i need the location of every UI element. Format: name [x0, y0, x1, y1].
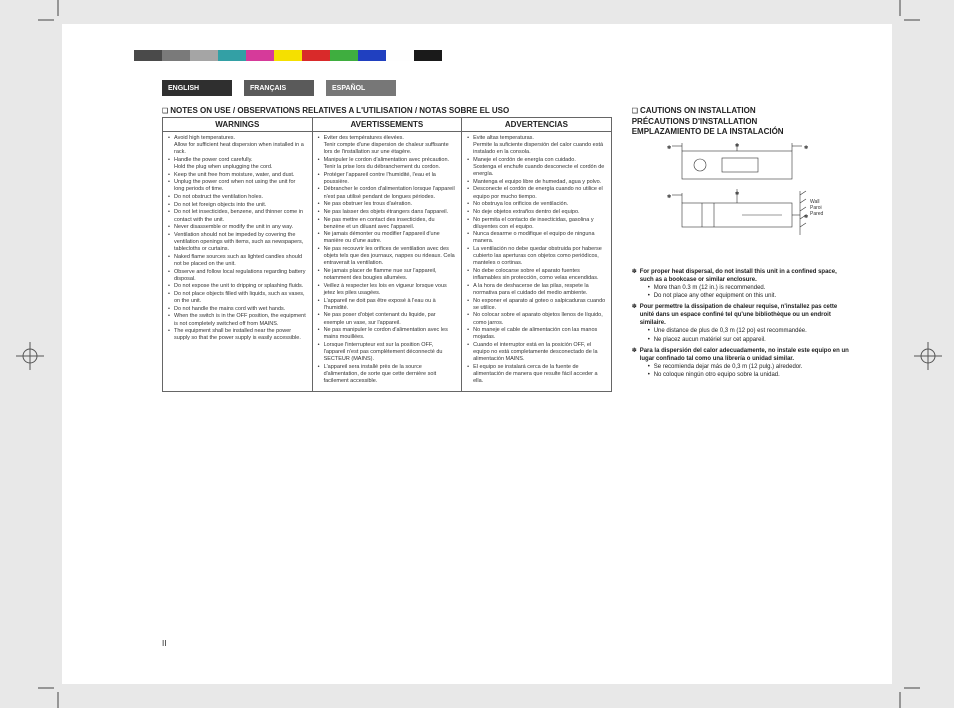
- list-item: When the switch is in the OFF position, …: [168, 313, 307, 327]
- content: NOTES ON USE / OBSERVATIONS RELATIVES A …: [162, 106, 852, 392]
- notes-heading: NOTES ON USE / OBSERVATIONS RELATIVES A …: [162, 106, 612, 115]
- list-item: No debe colocarse sobre el aparato fuent…: [467, 268, 606, 282]
- list-item: Nunca desarme o modifique el equipo de n…: [467, 231, 606, 245]
- left-column: NOTES ON USE / OBSERVATIONS RELATIVES A …: [162, 106, 612, 392]
- lang-tab-français: FRANÇAIS: [244, 80, 314, 96]
- list-item: Débrancher le cordon d'alimentation lors…: [318, 186, 457, 200]
- list-item: Manipuler le cordon d'alimentation avec …: [318, 157, 457, 171]
- list-item: Eviter des températures élevées.Tenir co…: [318, 135, 457, 156]
- list-item: Ne pas laisser des objets étrangers dans…: [318, 209, 457, 216]
- list-item: Ne pas obstruer les trous d'aération.: [318, 201, 457, 208]
- installation-diagram: ✽✽ ✽ ✽ ✽ ✽: [652, 143, 832, 258]
- warnings-fr: Eviter des températures élevées.Tenir co…: [318, 135, 457, 385]
- list-item: Lorsque l'interrupteur est sur la positi…: [318, 342, 457, 363]
- list-item: Unplug the power cord when not using the…: [168, 179, 307, 193]
- list-item: Handle the power cord carefully.Hold the…: [168, 157, 307, 171]
- list-item: No maneje el cable de alimentación con l…: [467, 327, 606, 341]
- list-item: Mantenga el equipo libre de humedad, agu…: [467, 179, 606, 186]
- list-item: Naked flame sources such as lighted cand…: [168, 254, 307, 268]
- lang-tab-español: ESPAÑOL: [326, 80, 396, 96]
- list-item: Cuando el interruptor está en la posició…: [467, 342, 606, 363]
- svg-text:✽: ✽: [804, 145, 808, 151]
- list-item: Keep the unit free from moisture, water,…: [168, 172, 307, 179]
- list-item: La ventilación no debe quedar obstruida …: [467, 246, 606, 267]
- language-tabs: ENGLISH FRANÇAIS ESPAÑOL: [162, 80, 396, 96]
- list-item: Ne jamais placer de flamme nue sur l'app…: [318, 268, 457, 282]
- list-item: No permita el contacto de insecticidas, …: [467, 217, 606, 231]
- list-item: L'appareil ne doit pas être exposé à l'e…: [318, 298, 457, 312]
- list-item: Maneje el cordón de energía con cuidado.…: [467, 157, 606, 178]
- page: ENGLISH FRANÇAIS ESPAÑOL NOTES ON USE / OB…: [62, 24, 892, 684]
- list-item: Do not expose the unit to dripping or sp…: [168, 283, 307, 290]
- warnings-en: Avoid high temperatures.Allow for suffic…: [168, 135, 307, 342]
- list-item: No deje objetos extraños dentro del equi…: [467, 209, 606, 216]
- cautions-heading: CAUTIONS ON INSTALLATIONPRÉCAUTIONS D'IN…: [632, 106, 852, 137]
- warnings-es: Evite altas temperaturas.Permite la sufi…: [467, 135, 606, 385]
- list-item: Ne jamais démonter ou modifier l'apparei…: [318, 231, 457, 245]
- right-column: CAUTIONS ON INSTALLATIONPRÉCAUTIONS D'IN…: [632, 106, 852, 392]
- notes-table: WARNINGSAVERTISSEMENTSADVERTENCIAS Avoid…: [162, 117, 612, 392]
- list-item: Veillez à respecter les lois en vigueur …: [318, 283, 457, 297]
- list-item: Do not place objects filled with liquids…: [168, 291, 307, 305]
- page-number: II: [162, 639, 166, 648]
- list-item: No colocar sobre el aparato objetos llen…: [467, 312, 606, 326]
- list-item: Evite altas temperaturas.Permite la sufi…: [467, 135, 606, 156]
- list-item: The equipment shall be installed near th…: [168, 328, 307, 342]
- list-item: Do not let foreign objects into the unit…: [168, 202, 307, 209]
- list-item: A la hora de deshacerse de las pilas, re…: [467, 283, 606, 297]
- list-item: Ventilation should not be impeded by cov…: [168, 232, 307, 253]
- list-item: Never disassemble or modify the unit in …: [168, 224, 307, 231]
- list-item: Do not let insecticides, benzene, and th…: [168, 209, 307, 223]
- list-item: Protéger l'appareil contre l'humidité, l…: [318, 172, 457, 186]
- list-item: Ne pas poser d'objet contenant du liquid…: [318, 312, 457, 326]
- list-item: No obstruya los orificios de ventilación…: [467, 201, 606, 208]
- svg-text:WallParoiPared: WallParoiPared: [810, 199, 824, 217]
- list-item: Desconecte el cordón de energía cuando n…: [467, 186, 606, 200]
- svg-text:✽: ✽: [804, 214, 808, 220]
- svg-text:✽: ✽: [667, 145, 671, 151]
- lang-tab-english: ENGLISH: [162, 80, 232, 96]
- installation-footnotes: For proper heat dispersal, do not instal…: [632, 268, 852, 379]
- printer-colorbar: [134, 50, 442, 61]
- list-item: Ne pas recouvrir les orifices de ventila…: [318, 246, 457, 267]
- list-item: El equipo se instalará cerca de la fuent…: [467, 364, 606, 385]
- list-item: Ne pas mettre en contact des insecticide…: [318, 217, 457, 231]
- list-item: Do not handle the mains cord with wet ha…: [168, 306, 307, 313]
- list-item: L'appareil sera installé près de la sour…: [318, 364, 457, 385]
- list-item: Ne pas manipuler le cordon d'alimentatio…: [318, 327, 457, 341]
- list-item: Observe and follow local regulations reg…: [168, 269, 307, 283]
- svg-text:✽: ✽: [667, 194, 671, 200]
- list-item: Avoid high temperatures.Allow for suffic…: [168, 135, 307, 156]
- list-item: No exponer el aparato al goteo o salpica…: [467, 298, 606, 312]
- list-item: Do not obstruct the ventilation holes.: [168, 194, 307, 201]
